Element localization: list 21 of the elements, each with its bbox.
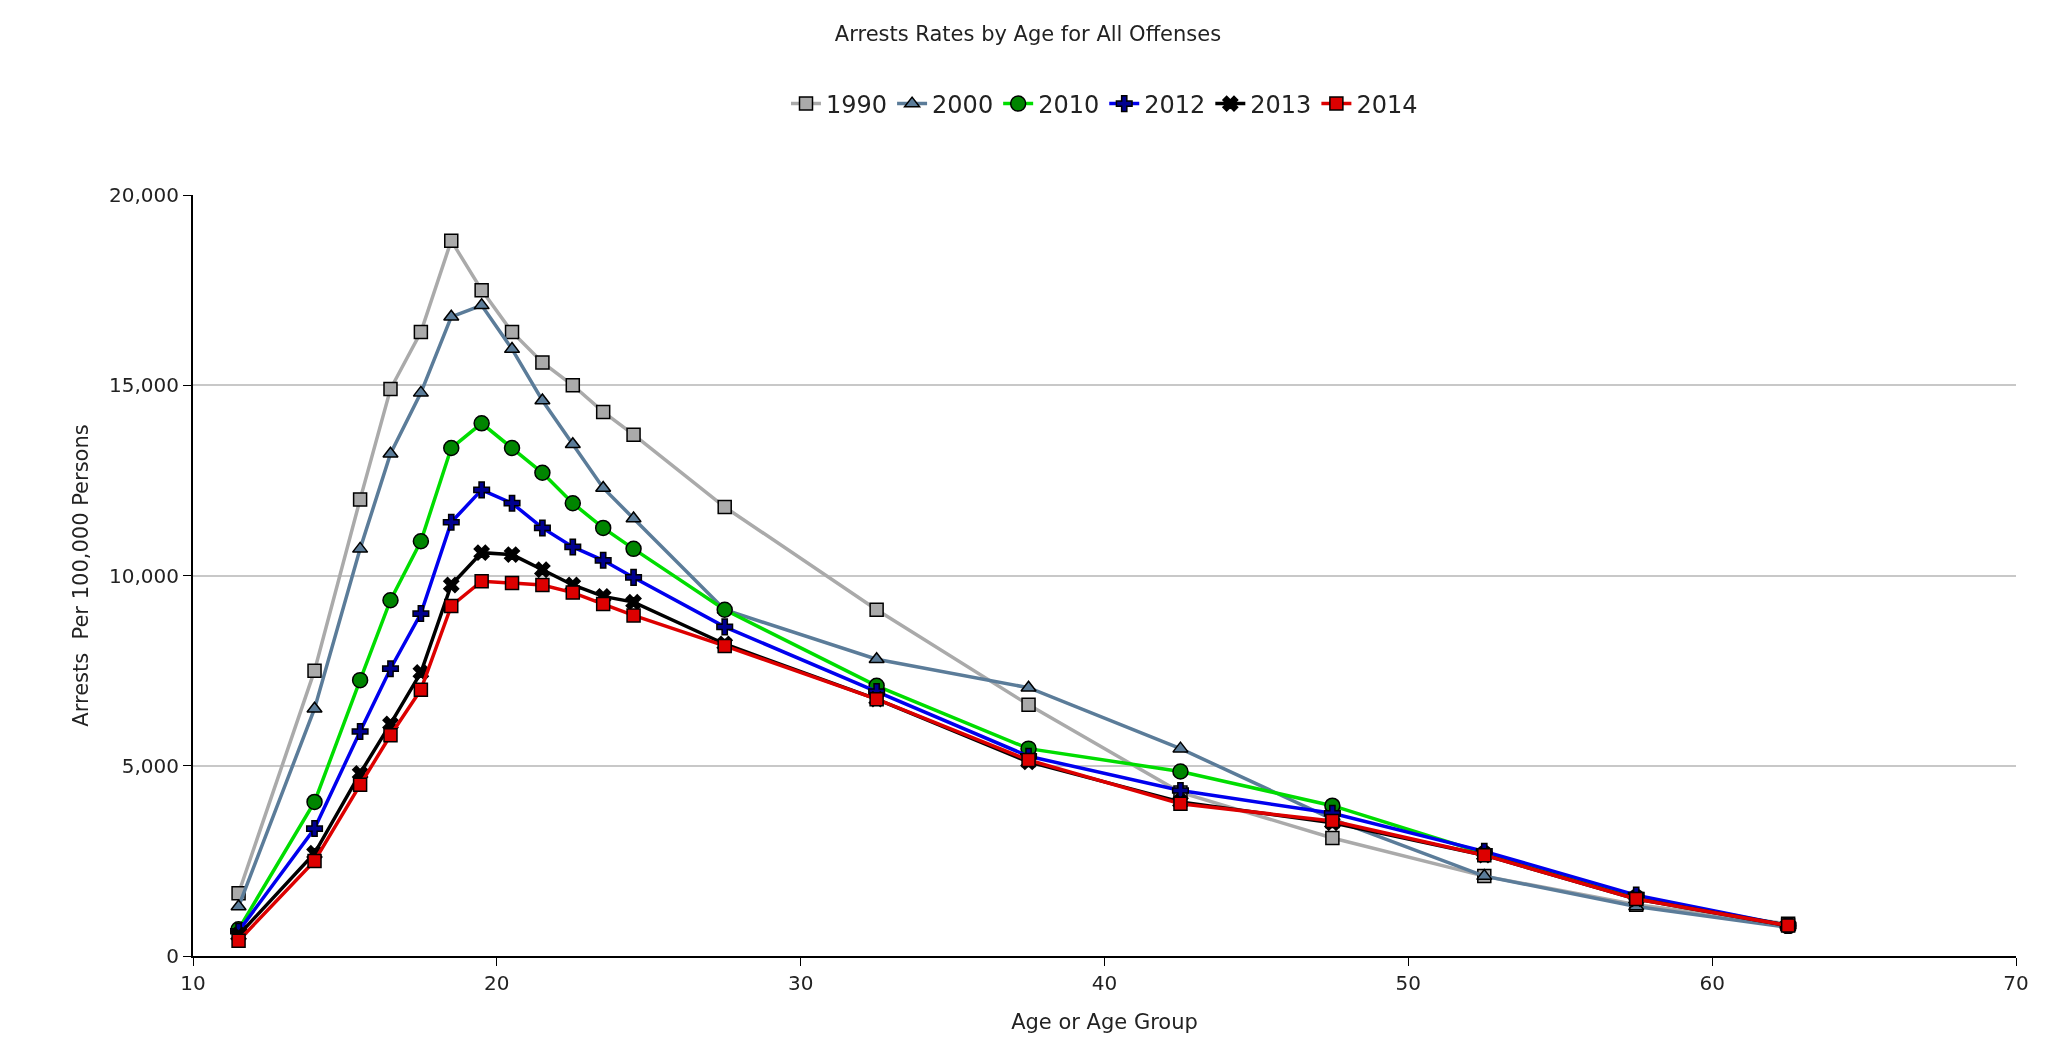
legend-label: 2013 — [1250, 90, 1312, 119]
x-axis-title: Age or Age Group — [1011, 1009, 1198, 1034]
y-tick-label: 10,000 — [109, 563, 179, 588]
x-tick-label: 50 — [1395, 971, 1422, 995]
x-tick-label: 40 — [1091, 971, 1118, 995]
y-axis-title: Arrests Per 100,000 Persons — [68, 424, 93, 727]
legend-label: 2014 — [1356, 90, 1418, 119]
y-tick-label: 15,000 — [109, 373, 179, 398]
x-tick-label: 70 — [2003, 971, 2029, 995]
y-tick-label: 0 — [166, 944, 179, 968]
chart-title: Arrests Rates by Age for All Offenses — [834, 22, 1222, 47]
legend-label: 2012 — [1144, 90, 1206, 119]
x-tick-label: 60 — [1699, 971, 1725, 995]
legend-label: 1990 — [826, 90, 888, 119]
x-tick-label: 30 — [787, 971, 814, 995]
y-tick-label: 20,000 — [109, 183, 179, 207]
x-tick-label: 10 — [180, 971, 206, 995]
legend-label: 2010 — [1038, 90, 1100, 119]
legend-label: 2000 — [932, 90, 994, 119]
y-tick-label: 5,000 — [121, 753, 179, 778]
x-tick-label: 20 — [484, 971, 510, 995]
